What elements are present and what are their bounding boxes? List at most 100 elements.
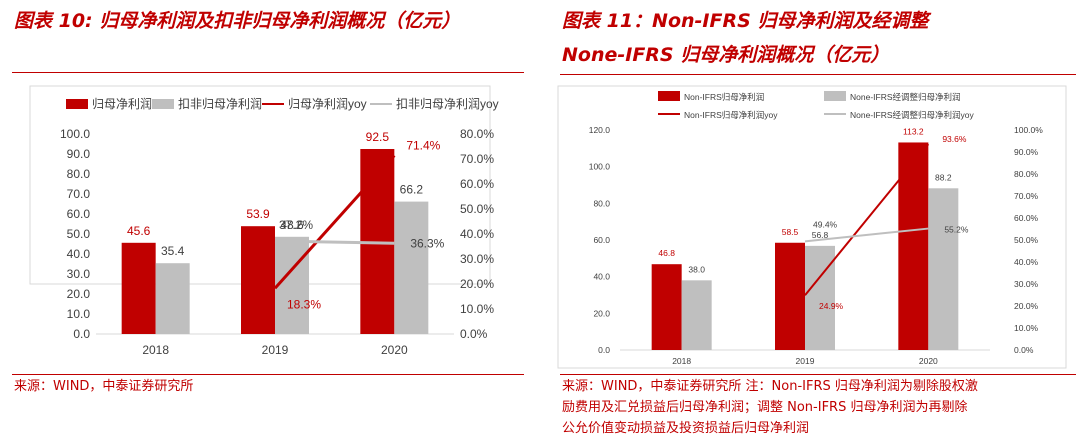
x-tick-label: 2018	[672, 356, 691, 366]
x-tick-label: 2020	[381, 343, 408, 357]
bar-data-label: 35.4	[161, 244, 185, 258]
bar-data-label: 66.2	[400, 183, 424, 197]
y-right-tick-label: 90.0%	[1014, 147, 1039, 157]
y-right-tick-label: 100.0%	[1014, 125, 1043, 135]
chart-frame	[557, 85, 1067, 369]
legend-swatch	[658, 91, 680, 101]
y-right-tick-label: 60.0%	[460, 177, 494, 191]
bar	[681, 280, 712, 350]
bar-data-label: 92.5	[366, 130, 390, 144]
y-right-tick-label: 80.0%	[460, 127, 494, 141]
bar-data-label: 46.8	[658, 248, 675, 258]
y-left-tick-label: 0.0	[598, 345, 610, 355]
source-note-line3: 公允价值变动损益及投资损益后归母净利润	[562, 421, 810, 436]
y-right-tick-label: 70.0%	[1014, 191, 1039, 201]
y-right-tick-label: 50.0%	[1014, 235, 1039, 245]
bar-data-label: 58.5	[782, 227, 799, 237]
bar	[805, 245, 835, 350]
bar	[155, 263, 190, 334]
y-right-tick-label: 80.0%	[1014, 169, 1039, 179]
bar	[775, 242, 805, 350]
bar	[394, 201, 429, 334]
y-left-tick-label: 100.0	[589, 162, 611, 172]
bar	[275, 236, 309, 334]
y-right-tick-label: 40.0%	[460, 227, 494, 241]
y-right-tick-label: 50.0%	[460, 202, 494, 216]
chart-panel-left: 图表 10: 归母净利润及扣非归母净利润概况（亿元） 0.0 10.0 20.0 30…	[0, 0, 528, 441]
bar-data-label: 48.6	[280, 218, 304, 232]
legend-label: 扣非归母净利润	[178, 97, 262, 111]
legend-swatch	[152, 99, 174, 109]
chart-1-svg: 0.0 10.0 20.0 30.0 40.0 50.0 60.0 70.0 80.0 90.0 1…	[29, 85, 499, 357]
y-left-tick-label: 70.0	[67, 187, 91, 201]
y-right-tick-label: 20.0%	[1014, 301, 1039, 311]
y-left-tick-label: 100.0	[60, 127, 90, 141]
y-right-tick-label: 0.0%	[1014, 345, 1034, 355]
line-data-label: 24.9%	[819, 301, 844, 311]
legend-label: 归母净利润yoy	[288, 97, 367, 111]
y-left-tick-label: 30.0	[67, 267, 91, 281]
y-left-tick-label: 80.0	[593, 198, 610, 208]
chart-panel-right: 图表 11：Non-IFRS 归母净利润及经调整 None-IFRS 归母净利润…	[548, 0, 1080, 441]
line-data-label: 18.3%	[287, 297, 321, 311]
bar	[241, 226, 275, 334]
source-rule	[12, 374, 524, 375]
legend-label: Non-IFRS归母净利润	[684, 92, 764, 102]
bar	[651, 264, 682, 350]
source-note: 来源：WIND，中泰证券研究所 注：Non-IFRS 归母净利润为剔除股权激	[562, 379, 978, 394]
bar-data-label: 88.2	[935, 172, 952, 182]
line-data-label: 55.2%	[944, 225, 969, 235]
y-left-tick-label: 80.0	[67, 167, 91, 181]
y-right-tick-label: 70.0%	[460, 152, 494, 166]
y-right-tick-label: 30.0%	[460, 252, 494, 266]
y-right-tick-label: 40.0%	[1014, 257, 1039, 267]
series-line	[804, 227, 929, 243]
title-rule	[560, 74, 1076, 75]
y-left-tick-label: 50.0	[67, 227, 91, 241]
y-right-tick-label: 30.0%	[1014, 279, 1039, 289]
line-data-label: 37.2%	[279, 218, 313, 232]
y-left-tick-label: 60.0	[593, 235, 610, 245]
chart-title: 图表 10: 归母净利润及扣非归母净利润概况（亿元）	[14, 10, 461, 32]
line-data-label: 93.6%	[942, 134, 967, 144]
bar	[898, 142, 929, 350]
chart-title: 图表 11：Non-IFRS 归母净利润及经调整	[562, 10, 929, 32]
y-right-tick-label: 10.0%	[1014, 323, 1039, 333]
chart-title-line2: None-IFRS 归母净利润概况（亿元）	[562, 44, 890, 66]
x-tick-label: 2019	[262, 343, 289, 357]
y-left-tick-label: 120.0	[589, 125, 611, 135]
y-left-tick-label: 40.0	[67, 247, 91, 261]
source-note: 来源：WIND，中泰证券研究所	[14, 379, 194, 394]
bar	[121, 242, 156, 334]
y-right-tick-label: 60.0%	[1014, 213, 1039, 223]
bar-data-label: 38.0	[688, 264, 705, 274]
y-left-tick-label: 20.0	[67, 287, 91, 301]
legend-label: None-IFRS经调整归母净利润	[850, 92, 961, 102]
legend-label: None-IFRS经调整归母净利润yoy	[850, 110, 974, 120]
bar-data-label: 56.8	[812, 230, 829, 240]
series-line	[273, 154, 396, 290]
y-left-tick-label: 0.0	[73, 327, 90, 341]
series-line	[804, 143, 930, 296]
y-left-tick-label: 90.0	[67, 147, 91, 161]
y-left-tick-label: 40.0	[593, 272, 610, 282]
legend-label: 扣非归母净利润yoy	[396, 97, 499, 111]
line-data-label: 36.3%	[410, 236, 444, 250]
bar-data-label: 45.6	[127, 224, 151, 238]
y-right-tick-label: 0.0%	[460, 327, 488, 341]
source-note-line2: 励费用及汇兑损益后归母净利润；调整 Non-IFRS 归母净利润为再剔除	[562, 400, 968, 415]
title-rule	[12, 72, 524, 73]
y-right-tick-label: 10.0%	[460, 302, 494, 316]
chart-2-svg: 0.0 20.0 40.0 60.0 80.0 100.0 120.0 0.0% 10.0% 20…	[557, 85, 1067, 369]
legend-swatch	[66, 99, 88, 109]
y-left-tick-label: 10.0	[67, 307, 91, 321]
legend-swatch	[824, 91, 846, 101]
line-data-label: 49.4%	[813, 219, 838, 229]
series-line	[274, 239, 395, 245]
x-tick-label: 2020	[919, 356, 938, 366]
line-data-label: 71.4%	[406, 139, 440, 153]
legend-label: Non-IFRS归母净利润yoy	[684, 110, 778, 120]
y-right-tick-label: 20.0%	[460, 277, 494, 291]
x-tick-label: 2018	[142, 343, 169, 357]
x-tick-label: 2019	[796, 356, 815, 366]
